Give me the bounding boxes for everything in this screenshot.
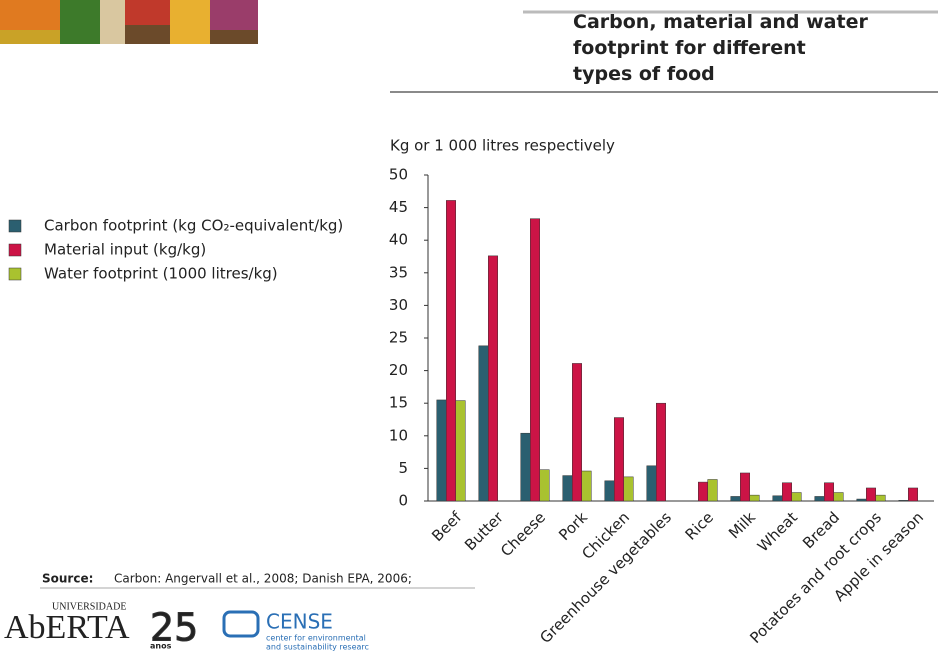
bar [814, 496, 825, 502]
logo-name: AbERTA [4, 609, 130, 646]
bar [436, 399, 447, 502]
bar [782, 482, 792, 502]
bar [824, 482, 834, 502]
x-tick-label: Rice [682, 508, 717, 543]
y-tick-label: 45 [389, 198, 408, 216]
logo-cense-line1: center for environmental [266, 634, 366, 643]
y-tick-label: 40 [389, 231, 408, 249]
logo-university: UNIVERSIDADE [52, 601, 126, 612]
y-tick-label: 10 [389, 426, 408, 444]
legend-swatch [8, 243, 22, 257]
bar [791, 492, 802, 502]
bar [539, 469, 550, 502]
y-tick-label: 50 [389, 166, 408, 184]
food-photo [0, 0, 258, 44]
bar [898, 500, 909, 502]
legend-label: Material input (kg/kg) [44, 241, 206, 259]
bar [488, 255, 498, 502]
bar [856, 498, 867, 502]
cense-icon [222, 610, 260, 638]
source-text: Carbon: Angervall et al., 2008; Danish E… [114, 572, 412, 586]
bar [749, 494, 760, 502]
legend-label: Water footprint (1000 litres/kg) [44, 265, 278, 283]
bar [478, 345, 489, 502]
y-tick-label: 35 [389, 263, 408, 281]
bar [908, 487, 918, 502]
x-tick-label: Milk [725, 508, 759, 542]
bar [572, 363, 582, 502]
legend-label: Carbon footprint (kg CO₂-equivalent/kg) [44, 217, 343, 235]
bar [530, 218, 540, 502]
logo-cense-line2: and sustainability researc [266, 643, 369, 652]
y-axis-label: Kg or 1 000 litres respectively [390, 137, 615, 155]
bar [455, 400, 466, 502]
legend-swatch [8, 219, 22, 233]
y-tick-label: 5 [398, 459, 408, 477]
logo-cense: CENSE [266, 610, 333, 634]
x-tick-label: Cheese [497, 508, 549, 560]
bar [562, 475, 573, 502]
bar [520, 432, 531, 502]
x-tick-label: Beef [428, 508, 465, 545]
logo-years: 25 [150, 606, 198, 650]
legend-swatch [8, 267, 22, 281]
y-tick-label: 20 [389, 361, 408, 379]
bar [698, 481, 708, 502]
bar [446, 200, 456, 502]
bar [656, 402, 666, 502]
bar [833, 492, 844, 502]
bar [740, 472, 750, 502]
y-tick-label: 0 [398, 492, 408, 510]
y-tick-label: 15 [389, 394, 408, 412]
bar [772, 495, 783, 502]
bar [604, 480, 615, 502]
bar [730, 496, 741, 502]
x-tick-label: Wheat [754, 508, 801, 555]
bar [707, 479, 718, 502]
bar [623, 476, 634, 502]
bar [581, 470, 592, 502]
y-tick-label: 30 [389, 296, 408, 314]
source-label: Source: [42, 572, 93, 586]
bar [614, 417, 624, 502]
logo-years-word: anos [150, 642, 172, 651]
chart-title: Carbon, material and water footprint for … [573, 11, 868, 85]
bar [875, 494, 886, 502]
bar [866, 487, 876, 502]
y-tick-label: 25 [389, 329, 408, 347]
bar [646, 465, 657, 502]
x-tick-label: Pork [555, 508, 591, 544]
